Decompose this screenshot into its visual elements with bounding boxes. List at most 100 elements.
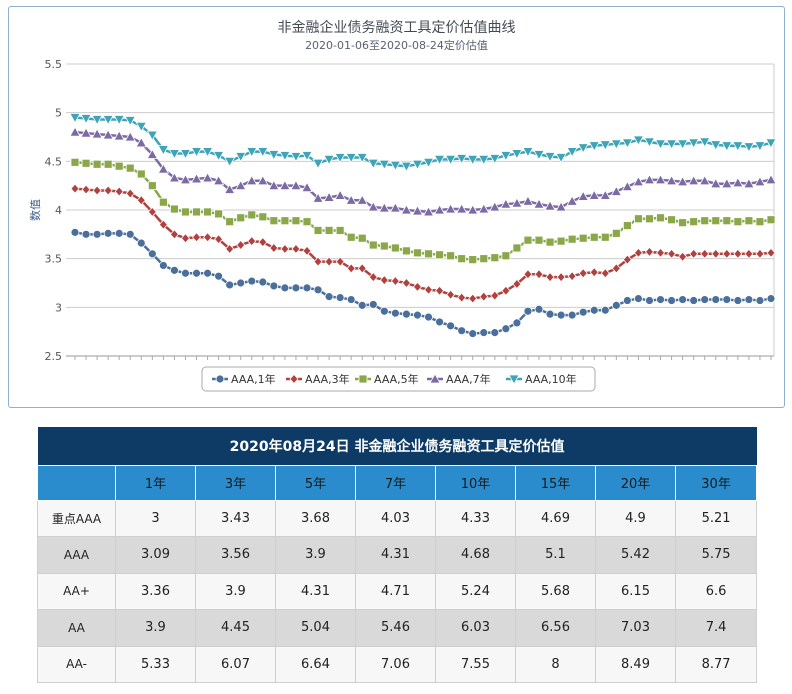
- data-point: [236, 213, 246, 223]
- data-point: [544, 152, 556, 163]
- data-point: [113, 115, 125, 126]
- legend-marker: [289, 373, 299, 385]
- data-point: [435, 285, 445, 296]
- data-point: [258, 212, 268, 222]
- data-point: [522, 147, 534, 158]
- data-point: [158, 261, 168, 270]
- data-point: [258, 237, 268, 248]
- data-point: [302, 283, 312, 293]
- data-point: [357, 263, 367, 274]
- column-header: 5年: [275, 464, 356, 501]
- data-point: [135, 137, 147, 148]
- data-point: [522, 195, 534, 206]
- data-point: [356, 153, 368, 164]
- table-cell: 4.33: [435, 499, 516, 537]
- data-point: [599, 140, 611, 151]
- data-point: [678, 218, 688, 228]
- series-5: [69, 113, 777, 173]
- data-point: [279, 151, 291, 162]
- data-point: [722, 248, 732, 259]
- data-point: [622, 296, 632, 305]
- legend-label: AAA,1年: [231, 372, 276, 386]
- data-point: [544, 200, 556, 211]
- data-point: [170, 204, 179, 214]
- data-point: [124, 116, 136, 127]
- data-point: [203, 232, 213, 243]
- data-point: [422, 157, 435, 169]
- data-point: [457, 292, 467, 303]
- series-line: [74, 231, 772, 335]
- data-point: [643, 137, 656, 148]
- table-cell: 5.1: [515, 536, 596, 574]
- data-point: [324, 256, 334, 267]
- data-point: [335, 256, 345, 267]
- data-point: [223, 156, 236, 168]
- data-point: [710, 177, 722, 189]
- data-point: [190, 173, 203, 184]
- data-point: [378, 159, 391, 171]
- row-label: AA: [37, 609, 116, 647]
- data-point: [500, 151, 512, 162]
- data-point: [412, 281, 423, 292]
- data-point: [545, 237, 555, 247]
- row-label: AAA: [37, 536, 116, 574]
- data-point: [158, 197, 168, 207]
- table-header-row: 1年 3年 5年 7年 10年 15年 20年 30年: [37, 464, 758, 501]
- table-cell: 4.69: [515, 499, 596, 537]
- data-point: [665, 139, 678, 150]
- data-point: [345, 153, 357, 164]
- table-cell: 4.31: [355, 536, 436, 574]
- data-point: [722, 295, 732, 304]
- data-point: [468, 329, 478, 339]
- data-point: [201, 172, 214, 183]
- data-point: [755, 217, 765, 227]
- data-point: [634, 214, 643, 224]
- data-point: [379, 306, 389, 316]
- series-line: [74, 130, 772, 214]
- data-point: [743, 177, 755, 189]
- table-cell: 7.4: [674, 609, 758, 647]
- y-tick-label: 4.5: [45, 155, 63, 168]
- data-point: [656, 213, 665, 223]
- table-cell: 4.9: [595, 499, 676, 537]
- data-point: [280, 243, 290, 255]
- legend-label: AAA,5年: [374, 372, 419, 386]
- data-point: [733, 217, 743, 227]
- data-point: [744, 295, 754, 304]
- data-point: [125, 163, 135, 173]
- data-point: [114, 186, 124, 197]
- y-tick-label: 3: [55, 301, 62, 314]
- data-point: [312, 158, 324, 170]
- data-point: [246, 174, 258, 186]
- data-point: [247, 276, 257, 286]
- data-point: [379, 241, 389, 251]
- data-point: [433, 154, 446, 166]
- data-point: [257, 147, 269, 158]
- data-point: [313, 285, 323, 295]
- data-point: [170, 265, 179, 275]
- data-point: [699, 174, 711, 186]
- data-point: [125, 229, 135, 239]
- legend-item: AAA,7年: [427, 372, 491, 386]
- data-point: [676, 175, 689, 187]
- data-point: [223, 183, 236, 194]
- data-point: [269, 281, 279, 291]
- data-point: [103, 228, 113, 238]
- data-point: [367, 158, 379, 170]
- table-cell: 8.49: [595, 645, 676, 683]
- data-point: [368, 272, 378, 283]
- data-point: [632, 175, 645, 187]
- data-point: [192, 207, 201, 217]
- data-point: [446, 251, 456, 261]
- data-point: [700, 295, 710, 304]
- data-point: [290, 179, 302, 191]
- data-point: [489, 201, 501, 212]
- data-point: [589, 305, 599, 315]
- data-point: [766, 247, 776, 258]
- data-point: [589, 232, 599, 242]
- table-row: AA 3.9 4.45 5.04 5.46 6.03 6.56 7.03 7.4: [37, 609, 758, 647]
- data-point: [181, 207, 190, 217]
- data-point: [433, 204, 446, 215]
- table-cell: 4.45: [195, 609, 276, 647]
- data-point: [687, 138, 700, 149]
